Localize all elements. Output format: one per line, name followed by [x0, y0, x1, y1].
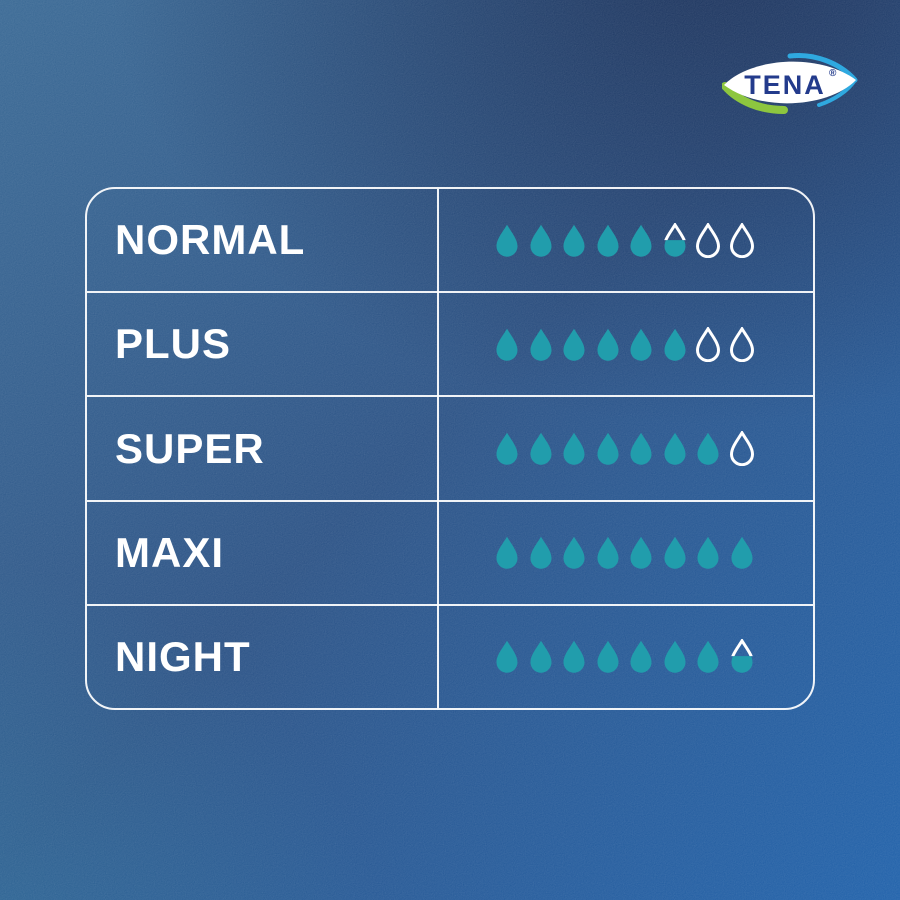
table-row: PLUS: [87, 293, 813, 398]
drop-icon-full: [496, 328, 518, 361]
drop-icon-full: [530, 432, 551, 465]
table-row: SUPER: [87, 397, 813, 502]
drop-icon-full: [630, 432, 652, 465]
drop-icon-full: [530, 536, 551, 569]
drop-icon-full: [496, 641, 518, 674]
row-label-cell: SUPER: [87, 397, 437, 499]
drop-icon-full: [597, 432, 618, 465]
drop-icon-full: [530, 224, 551, 257]
drop-icon-full: [563, 641, 585, 674]
table-row: NIGHT: [87, 606, 813, 708]
row-drops: [437, 293, 813, 395]
row-drops: [437, 397, 813, 499]
tena-logo: TENA ®: [722, 52, 858, 114]
drop-icon-full: [597, 224, 618, 257]
drop-icon-full: [697, 641, 719, 674]
logo-lens: [724, 61, 856, 104]
drop-icon-full: [597, 641, 618, 674]
drop-icon-full: [664, 536, 685, 569]
drop-icon-half: [730, 639, 753, 674]
drop-icon-empty: [696, 222, 720, 258]
drop-icon-full: [731, 536, 752, 569]
row-label: SUPER: [115, 424, 265, 472]
row-drops: [437, 606, 813, 708]
drop-icon-full: [630, 641, 652, 674]
drop-icon-full: [630, 328, 652, 361]
drop-icon-full: [697, 432, 719, 465]
row-label-cell: NIGHT: [87, 606, 437, 708]
drop-icon-full: [664, 328, 685, 361]
row-label-cell: NORMAL: [87, 189, 437, 291]
row-label: MAXI: [115, 528, 224, 576]
drop-icon-empty: [696, 326, 720, 362]
table-row: MAXI: [87, 502, 813, 606]
row-label-cell: PLUS: [87, 293, 437, 395]
registered-mark: ®: [829, 68, 837, 79]
drop-icon-full: [496, 432, 518, 465]
row-drops: [437, 189, 813, 291]
logo-leaf-swoosh-green: [722, 82, 788, 114]
drop-icon-full: [597, 536, 618, 569]
row-label: PLUS: [115, 320, 232, 368]
table-column-divider: [437, 189, 439, 708]
row-drops: [437, 502, 813, 604]
drop-icon-full: [630, 224, 652, 257]
drop-icon-full: [530, 641, 551, 674]
row-label: NORMAL: [115, 216, 306, 264]
row-label: NIGHT: [115, 632, 251, 680]
table-row: NORMAL: [87, 189, 813, 294]
drop-icon-full: [563, 224, 585, 257]
drop-icon-full: [563, 432, 585, 465]
drop-icon-empty: [729, 326, 754, 362]
drop-icon-full: [496, 224, 518, 257]
drop-icon-empty: [729, 431, 754, 466]
absorbency-table: NORMAL PLUS SUPER MAXI NIGHT: [85, 187, 815, 710]
drop-icon-full: [630, 536, 652, 569]
drop-icon-empty: [729, 222, 754, 258]
drop-icon-half: [663, 222, 686, 257]
drop-icon-full: [563, 328, 585, 361]
drop-icon-full: [530, 328, 551, 361]
drop-icon-full: [597, 328, 618, 361]
logo-swoosh-blue-top: [787, 52, 858, 83]
drop-icon-full: [563, 536, 585, 569]
drop-icon-full: [664, 641, 685, 674]
drop-icon-full: [697, 536, 719, 569]
drop-icon-full: [664, 432, 685, 465]
drop-icon-full: [496, 536, 518, 569]
logo-wordmark: TENA: [744, 70, 826, 100]
row-label-cell: MAXI: [87, 502, 437, 604]
